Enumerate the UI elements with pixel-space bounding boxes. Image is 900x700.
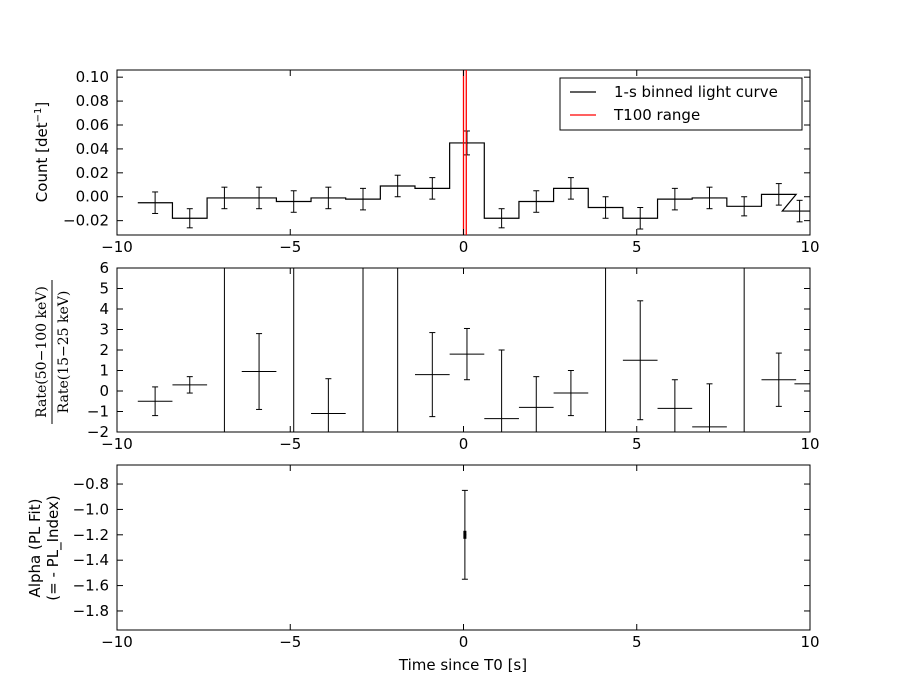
x-tick-label: 5 bbox=[632, 633, 642, 651]
legend-label-light-curve: 1-s binned light curve bbox=[614, 83, 778, 101]
y-tick-label: −1.6 bbox=[73, 577, 109, 595]
panel1-y-ticks: −0.02 0.00 0.02 0.04 0.06 0.08 0.10 bbox=[63, 68, 810, 230]
panel1-plot-area bbox=[137, 70, 810, 235]
y-tick-label: −0.8 bbox=[73, 475, 109, 493]
y-tick-label: 2 bbox=[99, 341, 109, 359]
panel1-y-axis-label: Count [det−1] bbox=[33, 102, 51, 202]
x-tick-label: 10 bbox=[800, 238, 819, 256]
panel3-y-label-line1: Alpha (PL Fit) bbox=[26, 499, 44, 598]
y-tick-label: 0.04 bbox=[76, 140, 109, 158]
x-tick-label: −5 bbox=[279, 633, 301, 651]
x-tick-label: 5 bbox=[632, 238, 642, 256]
light-curve-step-line bbox=[137, 142, 810, 219]
panel3-plot-area bbox=[461, 489, 468, 580]
panel2-y-label-numerator: Rate(50−100 keV) bbox=[34, 286, 50, 418]
panel1-y-label-tail: ] bbox=[33, 102, 51, 108]
y-tick-label: 0.02 bbox=[76, 164, 109, 182]
y-tick-label: −0.02 bbox=[63, 212, 109, 230]
x-tick-label: 0 bbox=[459, 435, 469, 453]
panel3-y-ticks: −1.8 −1.6 −1.4 −1.2 −1.0 −0.8 bbox=[73, 475, 810, 620]
panel1-y-label-sup: −1 bbox=[33, 108, 44, 123]
legend-box bbox=[559, 77, 803, 131]
y-tick-label: 4 bbox=[99, 300, 109, 318]
y-tick-label: 0.00 bbox=[76, 188, 109, 206]
x-tick-label: −10 bbox=[101, 633, 133, 651]
x-tick-label: 0 bbox=[459, 633, 469, 651]
x-tick-label: −5 bbox=[279, 238, 301, 256]
x-tick-label: −5 bbox=[279, 435, 301, 453]
y-tick-label: −1.2 bbox=[73, 526, 109, 544]
legend: 1-s binned light curve T100 range bbox=[559, 77, 803, 131]
y-tick-label: 3 bbox=[99, 321, 109, 339]
x-tick-label: 10 bbox=[800, 435, 819, 453]
x-tick-label: 10 bbox=[800, 633, 819, 651]
panel-light-curve: −0.020.000.020.040.060.080.10 −10 −5 0 5 10 … bbox=[33, 68, 820, 256]
y-tick-label: 0.06 bbox=[76, 116, 109, 134]
panel1-x-ticks: −10 −5 0 5 10 bbox=[101, 70, 820, 256]
panel2-y-axis-label: Rate(50−100 keV) Rate(15−25 keV) bbox=[34, 280, 72, 424]
y-tick-label: −1.0 bbox=[73, 500, 109, 518]
x-axis-label: Time since T0 [s] bbox=[398, 656, 527, 674]
y-tick-label: 0.08 bbox=[76, 92, 109, 110]
y-tick-label: −2 bbox=[87, 423, 109, 441]
panel3-frame bbox=[116, 464, 811, 631]
y-tick-label: 1 bbox=[99, 362, 109, 380]
x-tick-label: −10 bbox=[101, 435, 133, 453]
panel2-x-ticks: −10 −5 0 5 10 bbox=[101, 268, 820, 453]
x-tick-label: −10 bbox=[101, 238, 133, 256]
y-tick-label: −1 bbox=[87, 403, 109, 421]
y-tick-label: −1.8 bbox=[73, 602, 109, 620]
panel1-y-label-main: Count [det bbox=[33, 122, 51, 202]
y-tick-label: 6 bbox=[99, 259, 109, 277]
panel2-frame bbox=[116, 267, 811, 433]
x-tick-label: 5 bbox=[632, 435, 642, 453]
y-tick-label: 5 bbox=[99, 280, 109, 298]
panel2-y-label-denominator: Rate(15−25 keV) bbox=[56, 291, 72, 414]
alpha-point bbox=[463, 530, 467, 539]
panel2-y-ticks: −2 −1 0 1 2 3 4 5 6 bbox=[87, 259, 810, 441]
legend-label-t100: T100 range bbox=[613, 106, 700, 124]
y-tick-label: 0 bbox=[99, 382, 109, 400]
panel2-plot-area bbox=[137, 268, 810, 433]
y-tick-label: 0.10 bbox=[76, 68, 109, 86]
panel3-y-label-line2: (= - PL_Index) bbox=[44, 495, 63, 600]
panel-alpha: −1.8 −1.6 −1.4 −1.2 −1.0 −0.8 −10 −5 0 5 10 Alpha… bbox=[26, 464, 820, 674]
x-tick-label: 0 bbox=[459, 238, 469, 256]
y-tick-label: −1.4 bbox=[73, 551, 109, 569]
panel3-x-ticks: −10 −5 0 5 10 bbox=[101, 465, 820, 651]
